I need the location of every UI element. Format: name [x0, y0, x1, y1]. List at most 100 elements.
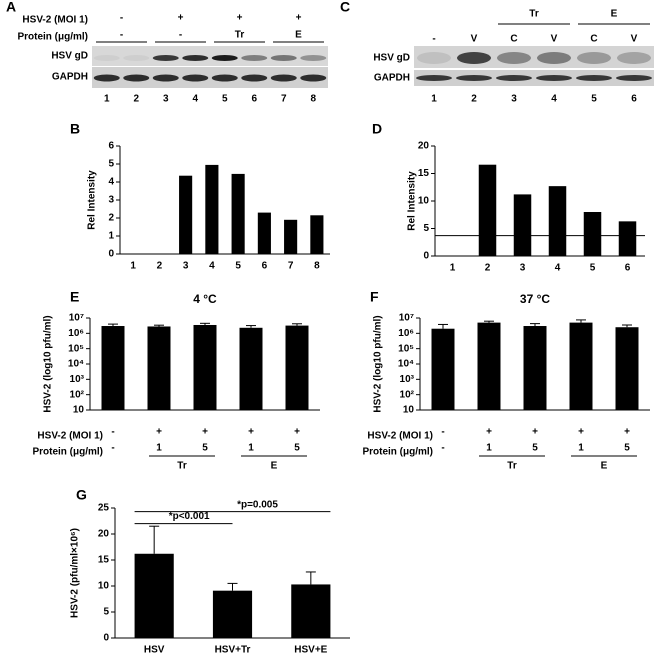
- y-tick-label: 10⁷: [69, 313, 84, 324]
- y-tick-label: 3: [108, 195, 114, 206]
- lane-number: 8: [310, 94, 316, 105]
- y-tick-label: 10²: [400, 389, 415, 400]
- bar: [231, 173, 245, 254]
- x-tick-label: 6: [262, 261, 268, 272]
- band: [211, 74, 238, 82]
- lane-number: 3: [163, 94, 169, 105]
- table-cell: 1: [486, 443, 492, 454]
- panel-label: G: [76, 487, 87, 503]
- table-cell: 1: [156, 443, 162, 454]
- table-cell: +: [294, 427, 300, 438]
- row-label: HSV-2 (MOI 1): [22, 15, 88, 26]
- y-tick-label: 10³: [400, 374, 415, 385]
- bar: [291, 584, 331, 638]
- y-tick-label: 10⁶: [68, 328, 84, 339]
- bar: [257, 212, 271, 254]
- panel-label: D: [372, 121, 382, 137]
- annotation: *p<0.001: [169, 511, 210, 522]
- y-tick-label: 10⁶: [398, 328, 414, 339]
- band: [93, 55, 120, 61]
- row-label: Protein (μg/ml): [362, 447, 433, 458]
- y-tick-label: 10: [73, 405, 85, 416]
- header-cell: -: [120, 30, 123, 41]
- y-tick-label: 10⁵: [398, 343, 414, 354]
- y-axis-label: HSV-2 (log10 pfu/ml): [373, 315, 384, 412]
- annotation: *p=0.005: [237, 499, 278, 510]
- band: [270, 55, 297, 61]
- lane-number: 2: [471, 94, 477, 105]
- lane-number: 1: [104, 94, 110, 105]
- y-tick-label: 5: [423, 223, 429, 234]
- table-cell: -: [111, 427, 114, 438]
- header-cell: -: [179, 30, 182, 41]
- table-cell: -: [111, 443, 114, 454]
- band: [123, 74, 150, 82]
- x-tick-label: 5: [235, 261, 241, 272]
- group-label: E: [611, 9, 618, 20]
- x-tick-label: 7: [288, 261, 294, 272]
- blot-strip: [92, 67, 328, 88]
- band: [300, 55, 327, 61]
- group-label: Tr: [177, 461, 187, 472]
- y-axis-label: HSV-2 (log10 pfu/ml): [43, 315, 54, 412]
- panel-label: B: [70, 121, 80, 137]
- lane-number: 5: [222, 94, 228, 105]
- lane-label: V: [551, 34, 558, 45]
- y-tick-label: 20: [98, 529, 110, 540]
- y-tick-label: 10: [403, 405, 415, 416]
- x-tick-label: 6: [625, 263, 631, 274]
- lane-number: 3: [511, 94, 517, 105]
- group-label: Tr: [507, 461, 517, 472]
- group-label: Tr: [529, 9, 539, 20]
- band: [241, 55, 268, 61]
- bar: [134, 553, 174, 638]
- lane-label: -: [432, 34, 435, 45]
- band: [617, 52, 651, 64]
- band: [241, 74, 268, 82]
- x-tick-label: 3: [183, 261, 189, 272]
- table-cell: 1: [578, 443, 584, 454]
- band: [152, 55, 179, 61]
- group-label: E: [601, 461, 608, 472]
- row-label: HSV gD: [373, 53, 410, 64]
- header-cell: -: [120, 13, 123, 24]
- row-label: HSV gD: [51, 51, 88, 62]
- x-tick-label: 3: [520, 263, 526, 274]
- bar: [310, 215, 324, 254]
- bar: [205, 164, 219, 254]
- y-tick-label: 10: [418, 196, 430, 207]
- lane-number: 1: [431, 94, 437, 105]
- row-label: Protein (μg/ml): [32, 447, 103, 458]
- y-tick-label: 25: [98, 503, 110, 514]
- bar: [615, 327, 639, 410]
- band: [537, 52, 571, 64]
- bar: [583, 212, 602, 256]
- row-label: HSV-2 (MOI 1): [367, 431, 433, 442]
- blot-strip: [414, 70, 654, 86]
- x-tick-label: 8: [314, 261, 320, 272]
- y-tick-label: 10: [98, 581, 110, 592]
- lane-number: 4: [192, 94, 198, 105]
- band: [211, 55, 238, 61]
- lane-number: 7: [281, 94, 287, 105]
- x-tick-label: 1: [130, 261, 136, 272]
- table-cell: +: [202, 427, 208, 438]
- band: [457, 52, 491, 64]
- table-cell: +: [156, 427, 162, 438]
- table-cell: -: [441, 427, 444, 438]
- band: [182, 55, 209, 61]
- band: [123, 55, 150, 61]
- y-axis-label: HSV-2 (pfu/ml×10⁶): [70, 528, 81, 618]
- band: [152, 74, 179, 82]
- lane-label: C: [510, 34, 517, 45]
- panel-label: C: [340, 0, 350, 15]
- lane-label: C: [590, 34, 597, 45]
- band: [497, 52, 531, 64]
- y-tick-label: 0: [108, 249, 114, 260]
- header-cell: E: [295, 30, 302, 41]
- row-label: GAPDH: [374, 73, 410, 84]
- table-cell: 1: [248, 443, 254, 454]
- y-tick-label: 0: [423, 251, 429, 262]
- table-cell: +: [578, 427, 584, 438]
